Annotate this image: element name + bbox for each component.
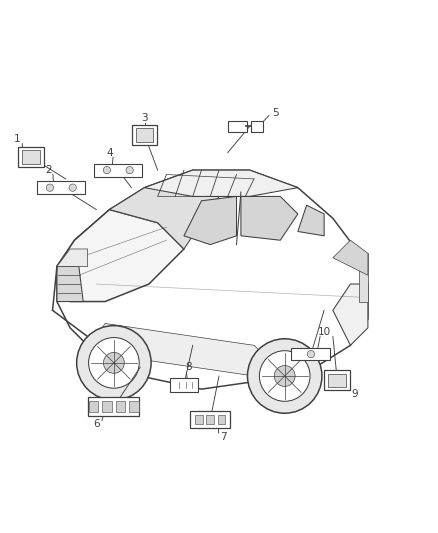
Text: 10: 10: [318, 327, 331, 337]
Text: 1: 1: [14, 134, 21, 144]
Circle shape: [88, 337, 139, 388]
Polygon shape: [298, 205, 324, 236]
Polygon shape: [241, 197, 298, 240]
Circle shape: [126, 166, 133, 174]
FancyBboxPatch shape: [22, 150, 39, 164]
FancyBboxPatch shape: [102, 401, 112, 413]
Circle shape: [77, 326, 151, 400]
Polygon shape: [57, 266, 83, 302]
Text: 2: 2: [45, 165, 52, 175]
FancyBboxPatch shape: [170, 378, 198, 392]
Circle shape: [307, 350, 314, 358]
FancyBboxPatch shape: [291, 348, 330, 360]
Circle shape: [274, 366, 295, 386]
FancyBboxPatch shape: [251, 120, 263, 132]
Text: 8: 8: [185, 362, 192, 372]
Circle shape: [69, 184, 76, 191]
FancyBboxPatch shape: [129, 401, 139, 413]
FancyBboxPatch shape: [328, 374, 346, 387]
Circle shape: [259, 351, 310, 401]
Text: 9: 9: [351, 389, 358, 399]
FancyBboxPatch shape: [136, 128, 153, 142]
Circle shape: [247, 339, 322, 413]
Polygon shape: [57, 209, 184, 302]
FancyBboxPatch shape: [190, 411, 230, 428]
FancyBboxPatch shape: [88, 397, 139, 416]
Text: 5: 5: [272, 108, 279, 118]
Polygon shape: [333, 284, 368, 345]
FancyBboxPatch shape: [228, 120, 247, 132]
Circle shape: [46, 184, 53, 191]
Polygon shape: [359, 253, 368, 302]
Circle shape: [103, 166, 110, 174]
FancyBboxPatch shape: [218, 415, 225, 424]
Polygon shape: [333, 240, 368, 275]
Text: 4: 4: [106, 148, 113, 158]
Polygon shape: [110, 170, 228, 249]
FancyBboxPatch shape: [18, 147, 44, 167]
Polygon shape: [145, 170, 298, 197]
FancyBboxPatch shape: [95, 164, 142, 177]
Polygon shape: [57, 249, 88, 266]
Polygon shape: [96, 324, 272, 376]
FancyBboxPatch shape: [116, 401, 125, 413]
Text: 6: 6: [93, 419, 100, 429]
FancyBboxPatch shape: [131, 125, 157, 145]
FancyBboxPatch shape: [38, 181, 85, 194]
Text: 3: 3: [141, 112, 148, 123]
FancyBboxPatch shape: [195, 415, 203, 424]
FancyBboxPatch shape: [89, 401, 99, 413]
Text: 7: 7: [220, 432, 227, 442]
Polygon shape: [57, 170, 368, 389]
Circle shape: [103, 352, 124, 373]
FancyBboxPatch shape: [206, 415, 214, 424]
FancyBboxPatch shape: [324, 370, 350, 391]
Polygon shape: [184, 197, 237, 245]
